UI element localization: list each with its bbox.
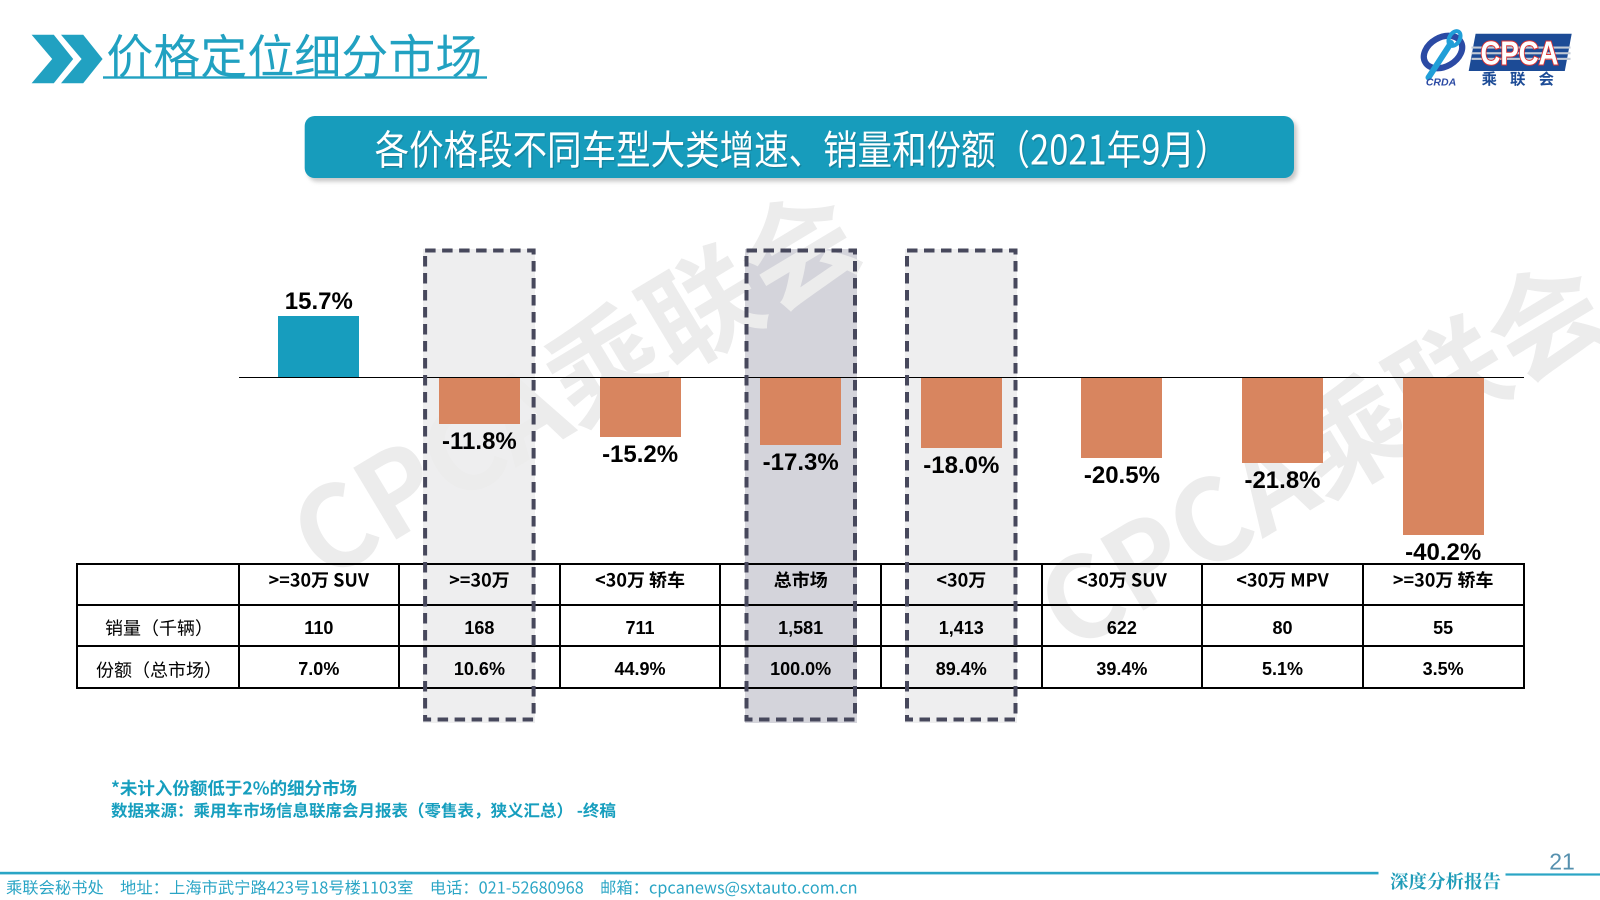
svg-text:CPCA: CPCA xyxy=(1481,35,1559,72)
svg-text:21: 21 xyxy=(1549,849,1575,875)
svg-text:CRDA: CRDA xyxy=(1426,77,1456,89)
